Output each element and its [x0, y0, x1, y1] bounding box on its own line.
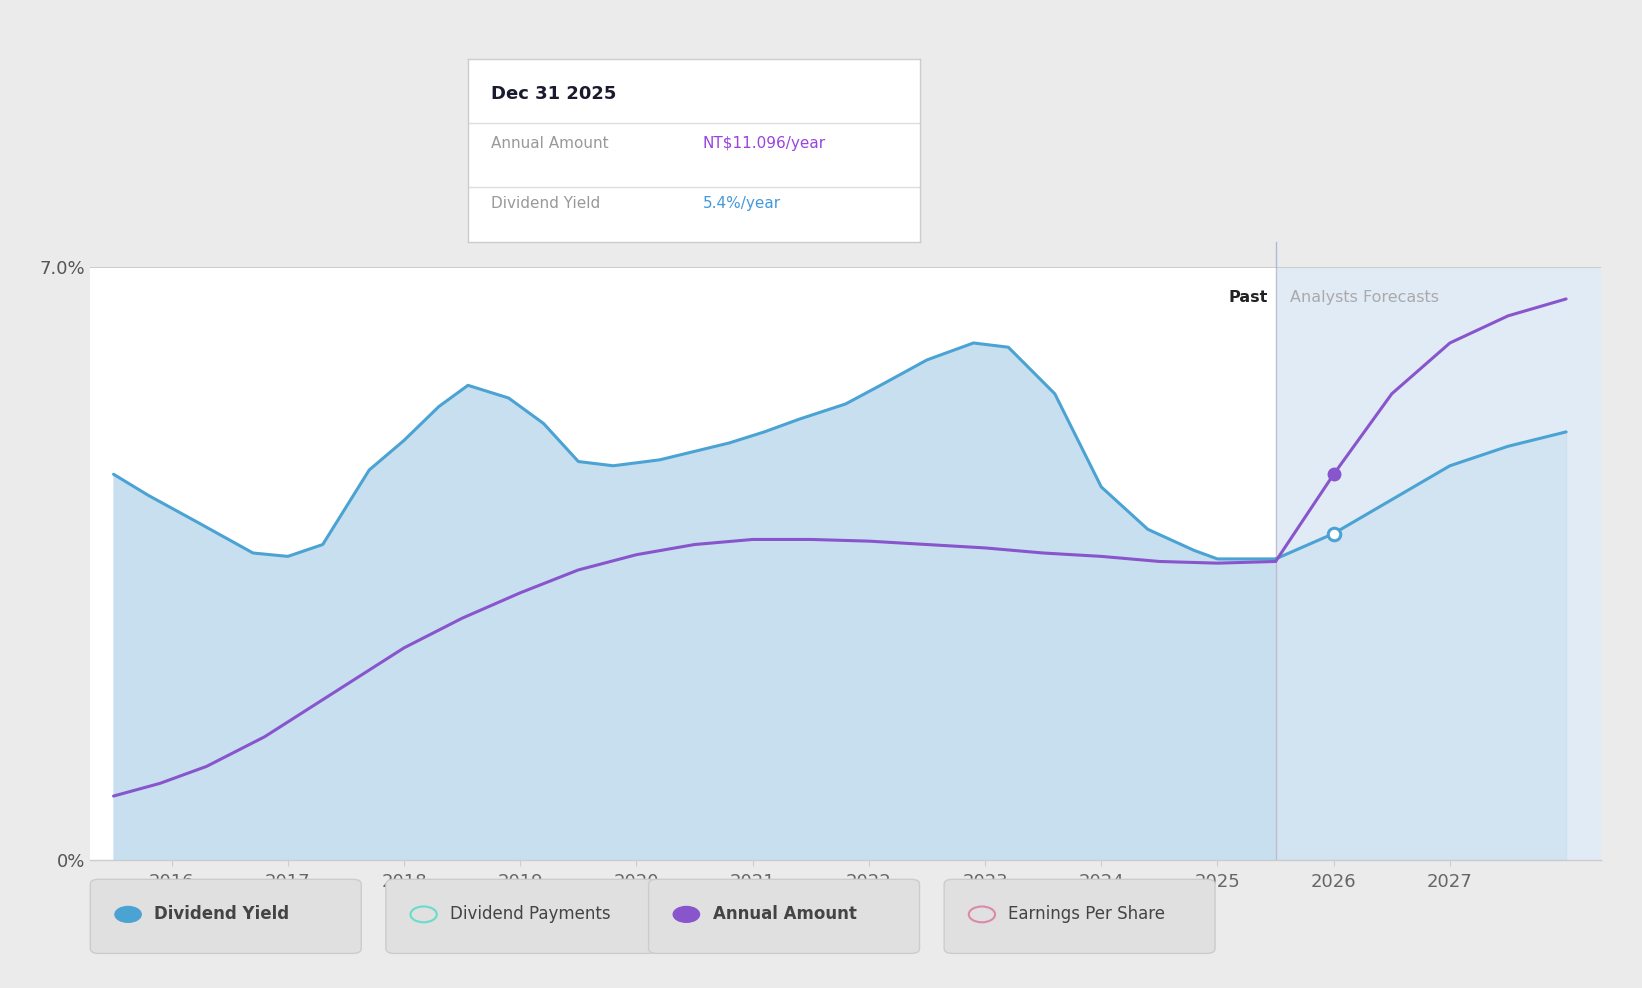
Text: Past: Past	[1228, 290, 1268, 305]
Bar	[1276, 267, 1601, 860]
Text: Dividend Yield: Dividend Yield	[491, 197, 599, 211]
Text: Earnings Per Share: Earnings Per Share	[1008, 905, 1166, 924]
Text: Annual Amount: Annual Amount	[713, 905, 857, 924]
Text: Dividend Payments: Dividend Payments	[450, 905, 611, 924]
Text: Analysts Forecasts: Analysts Forecasts	[1289, 290, 1438, 305]
Text: Dividend Yield: Dividend Yield	[154, 905, 289, 924]
Text: 5.4%/year: 5.4%/year	[703, 197, 782, 211]
Text: Annual Amount: Annual Amount	[491, 136, 608, 151]
Text: Dec 31 2025: Dec 31 2025	[491, 85, 616, 103]
Text: NT$11.096/year: NT$11.096/year	[703, 136, 826, 151]
